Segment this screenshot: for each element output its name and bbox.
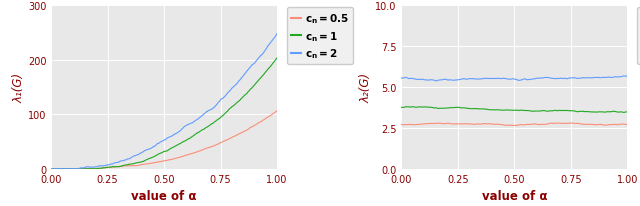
Y-axis label: λ₂(G): λ₂(G) (359, 73, 372, 103)
X-axis label: value of α: value of α (131, 189, 197, 202)
Legend: $\mathbf{c_n=0.5}$, $\mathbf{c_n=1}$, $\mathbf{c_n=2}$: $\mathbf{c_n=0.5}$, $\mathbf{c_n=1}$, $\… (287, 8, 353, 65)
X-axis label: value of α: value of α (481, 189, 547, 202)
Y-axis label: λ₁(G): λ₁(G) (12, 73, 25, 103)
Legend: $\mathbf{c_n=0.5}$, $\mathbf{c_n=1}$, $\mathbf{c_n=2}$: $\mathbf{c_n=0.5}$, $\mathbf{c_n=1}$, $\… (637, 8, 640, 65)
